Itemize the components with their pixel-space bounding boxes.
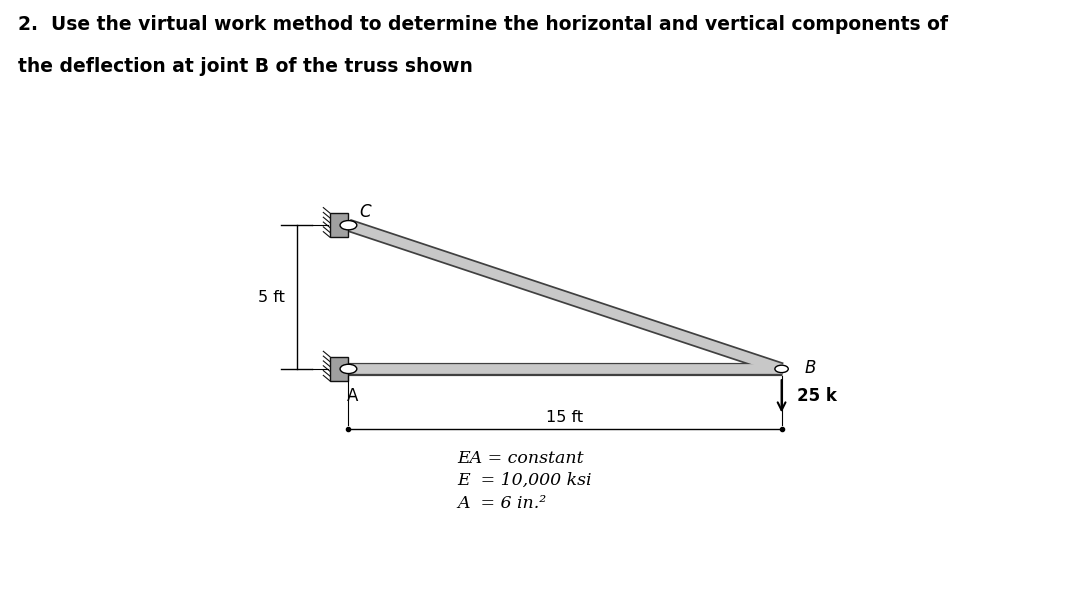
Text: B: B — [805, 359, 816, 376]
Text: A  = 6 in.²: A = 6 in.² — [457, 494, 546, 512]
Circle shape — [774, 365, 788, 373]
Bar — [330, 213, 349, 237]
Circle shape — [340, 220, 356, 230]
Text: the deflection at joint B of the truss shown: the deflection at joint B of the truss s… — [18, 57, 473, 76]
Text: 15 ft: 15 ft — [546, 411, 583, 426]
Text: EA = constant: EA = constant — [457, 450, 584, 467]
Text: C: C — [360, 202, 370, 220]
Text: 5 ft: 5 ft — [258, 290, 285, 305]
Circle shape — [340, 364, 356, 373]
Text: 2.  Use the virtual work method to determine the horizontal and vertical compone: 2. Use the virtual work method to determ… — [18, 15, 948, 34]
Text: E  = 10,000 ksi: E = 10,000 ksi — [457, 473, 592, 489]
Bar — [330, 357, 349, 381]
Text: 25 k: 25 k — [797, 387, 837, 405]
Text: A: A — [347, 386, 359, 405]
